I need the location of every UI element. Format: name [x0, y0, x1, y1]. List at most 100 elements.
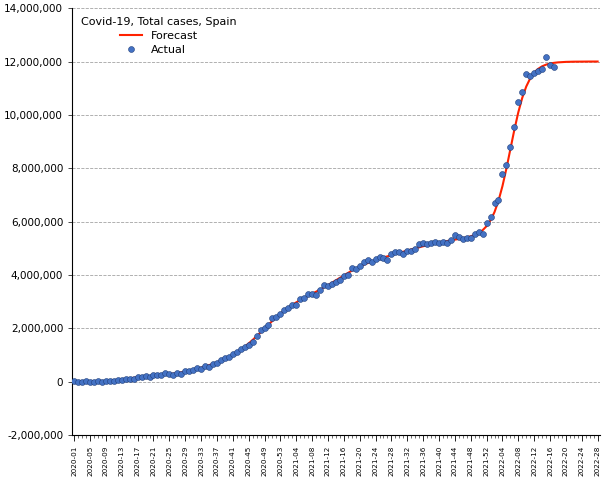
- Forecast: [71, 379, 78, 384]
- Actual: [311, 291, 321, 299]
- Actual: [355, 263, 365, 270]
- Actual: [422, 240, 432, 248]
- Forecast: [431, 240, 439, 246]
- Forecast: [594, 59, 601, 64]
- Actual: [442, 239, 452, 246]
- Actual: [212, 360, 222, 367]
- Actual: [89, 378, 99, 385]
- Actual: [264, 322, 273, 329]
- Actual: [105, 377, 115, 384]
- Actual: [514, 98, 523, 106]
- Actual: [299, 294, 309, 302]
- Actual: [379, 254, 388, 262]
- Actual: [382, 256, 392, 264]
- Actual: [351, 265, 361, 273]
- Actual: [522, 70, 531, 78]
- Actual: [462, 235, 471, 242]
- Actual: [339, 272, 348, 280]
- Actual: [200, 362, 210, 370]
- Actual: [371, 256, 381, 264]
- Actual: [525, 72, 535, 80]
- Actual: [327, 280, 337, 288]
- Actual: [387, 250, 396, 258]
- Actual: [188, 366, 198, 374]
- Actual: [494, 196, 503, 204]
- Actual: [224, 353, 234, 361]
- Actual: [168, 371, 178, 378]
- Forecast: [562, 59, 569, 65]
- Actual: [70, 377, 79, 384]
- Actual: [414, 240, 424, 248]
- Actual: [545, 61, 555, 69]
- Actual: [272, 313, 281, 321]
- Actual: [73, 378, 83, 386]
- Actual: [295, 296, 305, 303]
- Actual: [244, 341, 253, 349]
- Actual: [228, 350, 238, 358]
- Actual: [470, 230, 480, 238]
- Actual: [450, 231, 460, 239]
- Actual: [374, 253, 384, 261]
- Actual: [394, 248, 404, 256]
- Actual: [81, 378, 91, 385]
- Actual: [482, 219, 491, 227]
- Actual: [347, 264, 356, 272]
- Actual: [172, 370, 182, 377]
- Forecast: [416, 244, 423, 250]
- Actual: [430, 238, 440, 246]
- Actual: [407, 247, 416, 254]
- Actual: [458, 235, 468, 243]
- Actual: [129, 375, 139, 383]
- Actual: [287, 301, 297, 309]
- Actual: [506, 143, 515, 151]
- Actual: [537, 65, 547, 73]
- Actual: [157, 372, 166, 379]
- Actual: [137, 373, 146, 381]
- Actual: [192, 364, 202, 372]
- Actual: [427, 240, 436, 247]
- Actual: [486, 213, 495, 221]
- Actual: [307, 290, 317, 298]
- Actual: [474, 228, 483, 236]
- Actual: [446, 237, 456, 244]
- Actual: [208, 360, 218, 368]
- Actual: [260, 324, 269, 332]
- Actual: [180, 367, 190, 375]
- Actual: [275, 310, 285, 317]
- Actual: [117, 376, 126, 384]
- Actual: [109, 377, 119, 385]
- Actual: [149, 371, 159, 379]
- Actual: [489, 199, 499, 207]
- Actual: [185, 367, 194, 375]
- Actual: [280, 306, 289, 314]
- Actual: [216, 356, 226, 363]
- Actual: [434, 239, 444, 247]
- Actual: [303, 290, 313, 298]
- Actual: [418, 239, 428, 247]
- Actual: [113, 377, 123, 384]
- Actual: [267, 314, 277, 322]
- Forecast: [106, 378, 114, 384]
- Actual: [438, 238, 448, 246]
- Actual: [454, 233, 463, 241]
- Actual: [177, 370, 186, 378]
- Actual: [323, 282, 333, 289]
- Actual: [466, 234, 476, 242]
- Line: Forecast: Forecast: [74, 61, 598, 382]
- Actual: [152, 372, 162, 379]
- Actual: [335, 276, 345, 284]
- Actual: [77, 378, 87, 385]
- Actual: [145, 373, 154, 381]
- Actual: [319, 281, 329, 288]
- Actual: [502, 161, 511, 169]
- Actual: [232, 348, 241, 356]
- Actual: [292, 300, 301, 308]
- Actual: [343, 271, 353, 279]
- Actual: [240, 344, 249, 351]
- Actual: [497, 170, 507, 178]
- Actual: [125, 375, 134, 383]
- Actual: [363, 256, 373, 264]
- Actual: [248, 338, 258, 346]
- Actual: [160, 370, 170, 377]
- Actual: [402, 247, 412, 255]
